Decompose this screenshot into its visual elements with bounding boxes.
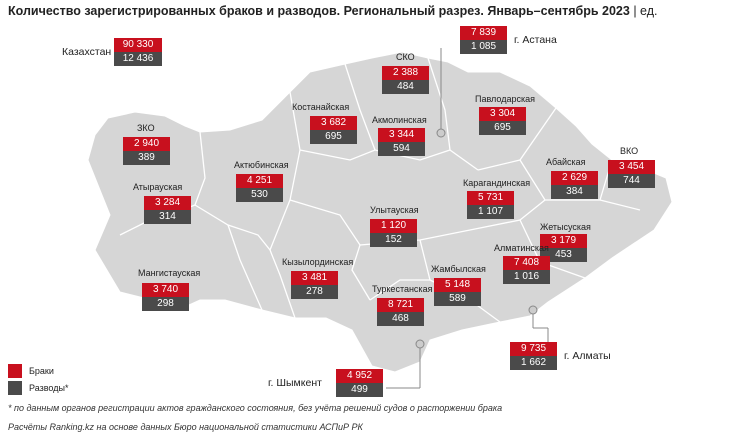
marriages-value: 3 682 <box>310 116 357 130</box>
marriages-value: 3 179 <box>540 234 587 248</box>
divorces-value: 389 <box>123 151 170 165</box>
legend-divorces-swatch <box>8 381 22 395</box>
divorces-value: 1 016 <box>503 270 550 284</box>
divorces-value: 744 <box>608 174 655 188</box>
divorces-value: 484 <box>382 80 429 94</box>
region-name: Абайская <box>546 157 586 167</box>
region-name: Жамбылская <box>431 264 486 274</box>
marriages-value: 3 481 <box>291 271 338 285</box>
divorces-value: 1 085 <box>460 40 507 54</box>
footnote: * по данным органов регистрации актов гр… <box>8 403 503 413</box>
marriages-value: 90 330 <box>114 38 162 52</box>
callout-lines <box>386 48 549 389</box>
region-name: г. Шымкент <box>268 377 322 389</box>
region-name: Жетысуская <box>540 222 591 232</box>
marriages-value: 3 344 <box>378 128 425 142</box>
divorces-value: 152 <box>370 233 417 247</box>
source-note: Расчёты Ranking.kz на основе данных Бюро… <box>8 422 363 432</box>
divorces-value: 1 107 <box>467 205 514 219</box>
marriages-value: 2 388 <box>382 66 429 80</box>
marriages-value: 5 731 <box>467 191 514 205</box>
divorces-value: 278 <box>291 285 338 299</box>
region-name: Павлодарская <box>475 94 535 104</box>
divorces-value: 468 <box>377 312 424 326</box>
region-name: Кызылординская <box>282 257 354 267</box>
region-name: Актюбинская <box>234 160 289 170</box>
legend-marriages-label: Браки <box>29 366 54 376</box>
divorces-value: 314 <box>144 210 191 224</box>
title-text: Количество зарегистрированных браков и р… <box>8 4 630 18</box>
marriages-value: 2 940 <box>123 137 170 151</box>
divorces-value: 589 <box>434 292 481 306</box>
marriages-value: 8 721 <box>377 298 424 312</box>
marriages-value: 3 304 <box>479 107 526 121</box>
divorces-value: 499 <box>336 383 383 397</box>
marriages-value: 4 251 <box>236 174 283 188</box>
marriages-value: 1 120 <box>370 219 417 233</box>
region-name: Казахстан <box>62 46 112 58</box>
marriages-value: 7 839 <box>460 26 507 40</box>
marriages-value: 2 629 <box>551 171 598 185</box>
divorces-value: 695 <box>479 121 526 135</box>
marriages-value: 3 740 <box>142 283 189 297</box>
divorces-value: 1 662 <box>510 356 557 370</box>
marriages-value: 4 952 <box>336 369 383 383</box>
marriages-value: 5 148 <box>434 278 481 292</box>
marriages-value: 3 454 <box>608 160 655 174</box>
divorces-value: 298 <box>142 297 189 311</box>
divorces-value: 695 <box>310 130 357 144</box>
region-name: Карагандинская <box>463 178 531 188</box>
region-name: Костанайская <box>292 102 350 112</box>
marriages-value: 9 735 <box>510 342 557 356</box>
divorces-value: 594 <box>378 142 425 156</box>
region-name: ЗКО <box>137 123 155 133</box>
marriages-value: 3 284 <box>144 196 191 210</box>
region-name: Улытауская <box>370 205 419 215</box>
title-unit: ед. <box>640 4 658 18</box>
divorces-value: 12 436 <box>114 52 162 66</box>
legend-divorces: Разводы* <box>8 381 68 395</box>
region-name: г. Алматы <box>564 350 611 362</box>
divorces-value: 453 <box>540 248 587 262</box>
legend-marriages-swatch <box>8 364 22 378</box>
divorces-value: 530 <box>236 188 283 202</box>
region-borders <box>119 57 641 323</box>
region-name: СКО <box>396 52 415 62</box>
region-name: Мангистауская <box>138 268 201 278</box>
marriages-value: 7 408 <box>503 256 550 270</box>
region-name: Алматинская <box>494 243 549 253</box>
chart-title: Количество зарегистрированных браков и р… <box>8 4 658 18</box>
legend-divorces-label: Разводы* <box>29 383 69 393</box>
region-name: г. Астана <box>514 34 557 46</box>
legend-marriages: Браки <box>8 364 54 378</box>
region-name: ВКО <box>620 146 639 156</box>
region-name: Акмолинская <box>372 115 427 125</box>
region-name: Атырауская <box>133 182 183 192</box>
region-name: Туркестанская <box>372 284 433 294</box>
divorces-value: 384 <box>551 185 598 199</box>
